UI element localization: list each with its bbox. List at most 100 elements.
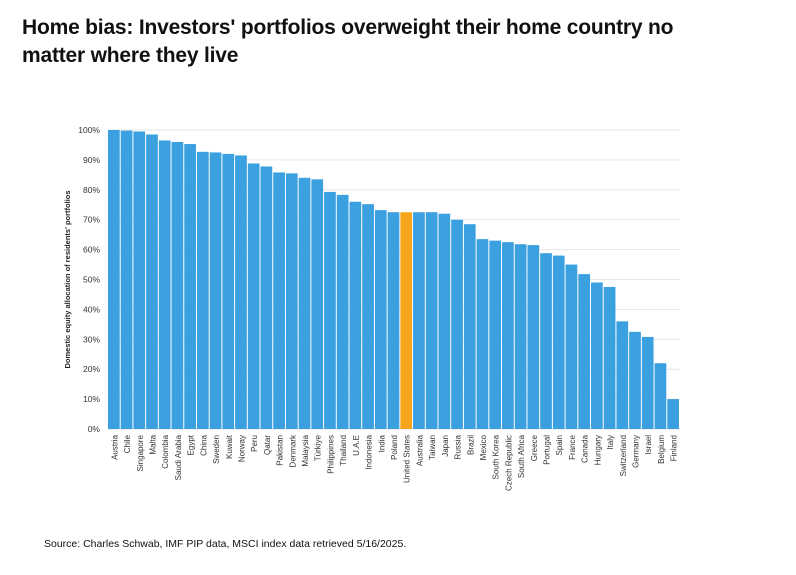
x-tick-label: Singapore <box>136 434 145 471</box>
chart-title: Home bias: Investors' portfolios overwei… <box>22 14 762 70</box>
x-tick-label: France <box>568 434 577 459</box>
x-tick-label: Chile <box>123 434 132 453</box>
bar <box>184 144 196 430</box>
x-tick-label: Belgium <box>657 435 666 464</box>
bar <box>196 151 209 429</box>
x-tick-label: Portugal <box>543 435 552 465</box>
bar <box>654 363 667 429</box>
bar <box>540 253 552 429</box>
x-tick-label: Egypt <box>187 434 196 455</box>
bar <box>591 282 603 429</box>
x-tick-label: India <box>377 434 386 452</box>
bar <box>552 255 565 429</box>
x-tick-label: Kuwait <box>225 434 234 459</box>
x-tick-label: Russia <box>454 434 463 459</box>
x-tick-label: Australia <box>415 434 424 466</box>
x-tick-label: Austria <box>110 434 119 459</box>
x-tick-label: Taiwan <box>428 435 437 460</box>
x-tick-label: Canada <box>581 434 590 463</box>
y-tick-label: 50% <box>83 275 100 285</box>
bar <box>260 166 273 429</box>
y-tick-label: 0% <box>88 424 101 434</box>
x-tick-label: Türkiye <box>314 434 323 461</box>
bar <box>146 134 158 430</box>
y-tick-label: 60% <box>83 245 100 255</box>
y-tick-label: 10% <box>83 394 100 404</box>
bar <box>438 213 451 429</box>
x-tick-label: Poland <box>390 435 399 460</box>
x-tick-label: Norway <box>237 435 246 462</box>
x-tick-label: Indonesia <box>365 434 374 469</box>
x-tick-label: Philippines <box>326 435 335 474</box>
bar <box>362 204 374 429</box>
x-tick-label: Malta <box>148 434 157 454</box>
x-tick-label: Malaysia <box>301 434 310 466</box>
bar <box>273 172 285 429</box>
chart-title-line-1: Home bias: Investors' portfolios overwei… <box>22 16 674 39</box>
bar <box>285 173 298 429</box>
bar <box>616 321 629 429</box>
x-tick-label: United States <box>403 435 412 483</box>
bar <box>349 201 362 429</box>
bar <box>311 179 324 429</box>
source-note: Source: Charles Schwab, IMF PIP data, MS… <box>44 538 407 550</box>
bar <box>171 141 184 429</box>
bar <box>400 212 413 429</box>
bar <box>565 264 578 429</box>
bar <box>387 212 400 429</box>
bar <box>413 212 425 429</box>
bar <box>235 155 247 430</box>
y-tick-label: 40% <box>83 304 100 314</box>
bar <box>514 244 527 429</box>
bar <box>502 242 514 429</box>
bar <box>222 153 235 430</box>
x-tick-label: Peru <box>250 435 259 452</box>
bar <box>108 130 120 429</box>
bar <box>641 336 654 429</box>
x-tick-label: Hungary <box>593 435 602 465</box>
y-tick-label: 70% <box>83 215 100 225</box>
x-tick-label: China <box>199 434 208 455</box>
bar <box>324 191 336 429</box>
chart-title-line-2: matter where they live <box>22 44 239 67</box>
y-tick-label: 90% <box>83 155 100 165</box>
x-tick-label: South Korea <box>492 434 501 479</box>
bar <box>603 286 616 429</box>
x-tick-label: South Africa <box>517 434 526 478</box>
bar <box>336 194 349 429</box>
bar <box>667 399 679 429</box>
y-tick-label: 80% <box>83 185 100 195</box>
bar <box>578 274 591 429</box>
x-tick-label: Greece <box>530 434 539 461</box>
x-tick-label: U.A.E <box>352 435 361 456</box>
y-tick-label: 20% <box>83 364 100 374</box>
x-tick-label: Colombia <box>161 434 170 468</box>
x-tick-label: Finland <box>670 435 679 461</box>
bar <box>527 245 540 429</box>
x-tick-label: Brazil <box>466 435 475 455</box>
bar <box>476 239 489 429</box>
bar <box>451 219 463 429</box>
y-axis-title: Domestic equity allocation of residents'… <box>63 190 72 368</box>
bar <box>298 177 311 429</box>
bar <box>133 131 146 429</box>
x-tick-label: Israel <box>644 435 653 455</box>
x-tick-label: Thailand <box>339 435 348 466</box>
x-tick-label: Denmark <box>288 434 297 467</box>
x-tick-label: Italy <box>606 435 615 450</box>
bar <box>120 130 133 429</box>
bar <box>247 163 260 429</box>
bar <box>425 212 438 429</box>
y-tick-label: 100% <box>78 125 100 135</box>
bar <box>463 224 476 429</box>
bar <box>629 331 641 429</box>
x-tick-label: Mexico <box>479 434 488 460</box>
x-tick-label: Pakistan <box>276 435 285 466</box>
x-tick-label: Czech Republic <box>504 435 513 491</box>
x-tick-label: Sweden <box>212 435 221 464</box>
bar <box>209 152 222 430</box>
x-tick-label: Switzerland <box>619 435 628 476</box>
x-tick-label: Saudi Arabia <box>174 434 183 480</box>
x-tick-label: Qatar <box>263 435 272 455</box>
